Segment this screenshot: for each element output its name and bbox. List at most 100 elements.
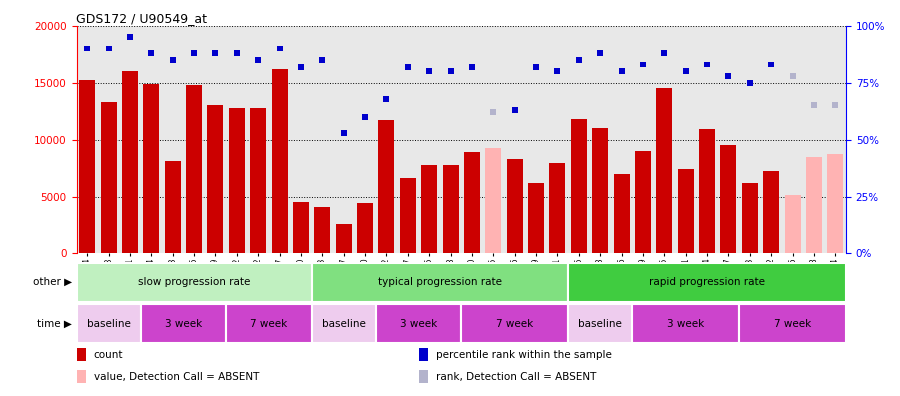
Bar <box>507 159 523 253</box>
Point <box>379 95 393 102</box>
Bar <box>742 183 758 253</box>
Bar <box>568 263 846 302</box>
Bar <box>614 174 630 253</box>
Bar <box>292 202 309 253</box>
Bar <box>122 71 138 253</box>
Point <box>657 50 671 56</box>
Point <box>187 50 202 56</box>
Bar <box>186 85 202 253</box>
Bar <box>699 129 716 253</box>
Bar <box>311 263 568 302</box>
Point <box>486 109 500 115</box>
Point <box>422 68 436 74</box>
Text: 7 week: 7 week <box>774 319 811 329</box>
Point <box>337 129 351 136</box>
Text: 3 week: 3 week <box>400 319 437 329</box>
Bar <box>418 348 428 361</box>
Bar <box>229 108 245 253</box>
Bar <box>421 165 437 253</box>
Point <box>251 57 266 63</box>
Point <box>358 114 373 120</box>
Point <box>635 61 650 68</box>
Point <box>593 50 608 56</box>
Bar <box>785 195 801 253</box>
Bar <box>763 171 779 253</box>
Point <box>80 45 94 51</box>
Bar <box>76 263 311 302</box>
Bar <box>272 69 288 253</box>
Point <box>679 68 693 74</box>
Bar <box>76 348 86 361</box>
Point <box>529 63 544 70</box>
Text: baseline: baseline <box>322 319 365 329</box>
Point <box>464 63 479 70</box>
Point <box>444 68 458 74</box>
Bar <box>314 207 330 253</box>
Bar <box>400 178 416 253</box>
Bar <box>357 203 374 253</box>
Text: slow progression rate: slow progression rate <box>138 277 250 287</box>
Bar <box>806 157 822 253</box>
Bar <box>76 370 86 383</box>
Text: rank, Detection Call = ABSENT: rank, Detection Call = ABSENT <box>436 371 596 382</box>
Point <box>764 61 778 68</box>
Point <box>102 45 116 51</box>
Point <box>293 63 308 70</box>
Text: rapid progression rate: rapid progression rate <box>649 277 765 287</box>
Point <box>721 72 735 79</box>
Bar <box>739 304 846 343</box>
Text: 3 week: 3 week <box>165 319 202 329</box>
Point <box>786 72 800 79</box>
Point <box>572 57 586 63</box>
Bar <box>568 304 632 343</box>
Text: percentile rank within the sample: percentile rank within the sample <box>436 350 611 360</box>
Bar <box>418 370 428 383</box>
Bar <box>376 304 461 343</box>
Bar <box>140 304 226 343</box>
Text: value, Detection Call = ABSENT: value, Detection Call = ABSENT <box>94 371 259 382</box>
Text: 3 week: 3 week <box>667 319 705 329</box>
Point <box>806 102 821 109</box>
Bar <box>592 128 608 253</box>
Point <box>700 61 715 68</box>
Bar <box>720 145 736 253</box>
Text: count: count <box>94 350 123 360</box>
Point <box>615 68 629 74</box>
Bar <box>461 304 568 343</box>
Bar <box>226 304 311 343</box>
Point <box>742 80 757 86</box>
Bar <box>678 169 694 253</box>
Bar <box>443 165 459 253</box>
Point <box>166 57 180 63</box>
Bar <box>336 224 352 253</box>
Bar <box>632 304 739 343</box>
Point <box>122 34 137 40</box>
Bar <box>311 304 376 343</box>
Bar <box>634 151 651 253</box>
Point <box>828 102 842 109</box>
Bar <box>656 88 672 253</box>
Point <box>550 68 564 74</box>
Point <box>230 50 244 56</box>
Point <box>144 50 158 56</box>
Point <box>400 63 415 70</box>
Bar <box>827 154 843 253</box>
Text: baseline: baseline <box>578 319 622 329</box>
Point <box>315 57 329 63</box>
Bar <box>571 119 587 253</box>
Text: other ▶: other ▶ <box>33 277 72 287</box>
Point <box>273 45 287 51</box>
Bar <box>143 84 159 253</box>
Bar <box>378 120 394 253</box>
Text: typical progression rate: typical progression rate <box>378 277 502 287</box>
Bar <box>165 161 181 253</box>
Bar <box>79 80 95 253</box>
Text: baseline: baseline <box>86 319 130 329</box>
Bar <box>250 108 266 253</box>
Bar <box>76 304 140 343</box>
Point <box>208 50 222 56</box>
Bar <box>528 183 544 253</box>
Text: 7 week: 7 week <box>496 319 534 329</box>
Text: 7 week: 7 week <box>250 319 287 329</box>
Bar <box>207 105 223 253</box>
